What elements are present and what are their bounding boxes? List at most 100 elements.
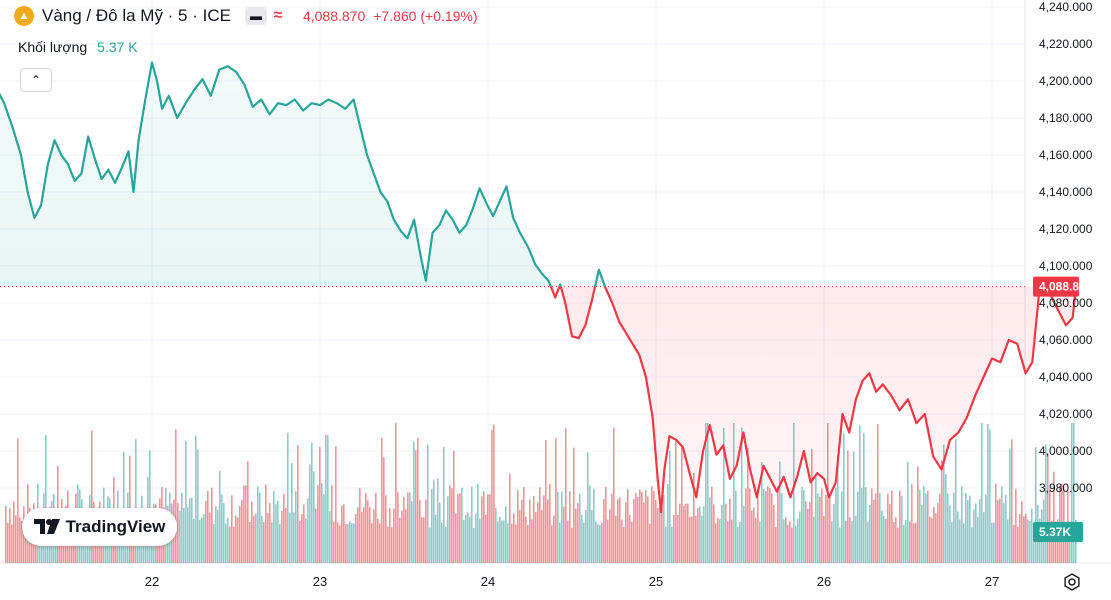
collapse-chevron-up-icon[interactable]: ⌃: [20, 68, 52, 92]
volume-bar: [273, 491, 275, 563]
volume-bar: [285, 508, 287, 563]
volume-bar: [611, 494, 613, 563]
volume-bar: [375, 493, 377, 563]
x-tick-label: 26: [817, 574, 831, 589]
volume-bar: [937, 503, 939, 563]
volume-bar: [203, 514, 205, 563]
volume-bar: [663, 495, 665, 563]
volume-bar: [481, 496, 483, 563]
volume-bar: [179, 510, 181, 563]
volume-bar: [1019, 514, 1021, 563]
volume-bar: [429, 527, 431, 563]
volume-bar: [589, 485, 591, 563]
volume-bar: [507, 523, 509, 563]
volume-bar: [291, 463, 293, 563]
volume-bar: [729, 498, 731, 563]
volume-bar: [379, 523, 381, 563]
minus-icon[interactable]: ▬: [245, 7, 267, 25]
volume-bar: [899, 491, 901, 563]
wave-icon[interactable]: ≈: [269, 7, 287, 25]
volume-bar: [731, 520, 733, 563]
volume-bar: [679, 503, 681, 563]
volume-bar: [635, 493, 637, 563]
volume-bar: [325, 434, 327, 563]
volume-bar: [623, 527, 625, 563]
volume-bar: [603, 499, 605, 563]
volume-bar: [149, 450, 151, 563]
volume-bar: [329, 511, 331, 563]
volume-bar: [301, 514, 303, 563]
volume-bar: [427, 445, 429, 563]
volume-bar: [267, 513, 269, 563]
volume-bar: [9, 508, 11, 563]
volume-bar: [839, 527, 841, 563]
volume-bar: [277, 501, 279, 563]
volume-bar: [817, 493, 819, 563]
volume-bar: [413, 442, 415, 563]
volume-bar: [697, 508, 699, 563]
y-tick-label: 4,080.000: [1039, 296, 1093, 310]
volume-bar: [539, 487, 541, 563]
volume-bar: [881, 511, 883, 563]
volume-bar: [767, 486, 769, 563]
volume-bar: [339, 525, 341, 563]
volume-bar: [785, 517, 787, 563]
volume-bar: [619, 498, 621, 563]
gold-coin-icon: ▲: [14, 6, 34, 26]
volume-bar: [11, 524, 13, 563]
volume-bar: [687, 504, 689, 563]
volume-bar: [895, 517, 897, 563]
volume-bar: [997, 500, 999, 563]
volume-bar: [633, 499, 635, 563]
volume-bar: [685, 504, 687, 563]
volume-bar: [521, 500, 523, 563]
symbol-title[interactable]: Vàng / Đô la Mỹ · 5 · ICE: [42, 6, 231, 26]
volume-bar: [509, 474, 511, 563]
y-tick-label: 4,180.000: [1039, 111, 1093, 125]
volume-bar: [463, 520, 465, 563]
volume-bar: [833, 504, 835, 563]
volume-bar: [847, 450, 849, 563]
volume-bar: [863, 433, 865, 563]
volume-bar: [251, 502, 253, 563]
volume-bar: [1027, 519, 1029, 563]
tradingview-mark-icon: [34, 519, 60, 535]
volume-bar: [281, 511, 283, 563]
volume-bar: [177, 503, 179, 563]
volume-bar: [743, 506, 745, 563]
volume-bar: [939, 494, 941, 563]
settings-gear-icon[interactable]: [1062, 572, 1082, 592]
volume-bar: [545, 440, 547, 563]
volume-bar: [383, 457, 385, 563]
volume-bar: [601, 523, 603, 563]
volume-bar: [637, 497, 639, 563]
volume-bar: [945, 474, 947, 563]
y-tick-label: 4,120.000: [1039, 222, 1093, 236]
volume-bar: [537, 502, 539, 563]
volume-bar: [295, 491, 297, 563]
volume-bar: [853, 452, 855, 563]
volume-bar: [431, 489, 433, 563]
volume-bar: [401, 511, 403, 563]
volume-bar: [261, 516, 263, 563]
volume-bar: [947, 493, 949, 563]
volume-bar: [713, 505, 715, 563]
volume-bar: [367, 500, 369, 563]
volume-bar: [757, 488, 759, 563]
volume-bar: [227, 518, 229, 563]
volume-bar: [541, 510, 543, 563]
volume-value: 5.37 K: [97, 39, 137, 55]
volume-bar: [395, 423, 397, 563]
volume-bar: [989, 429, 991, 563]
volume-bar: [225, 523, 227, 563]
volume-bar: [587, 452, 589, 563]
volume-bar: [739, 522, 741, 563]
volume-bar: [875, 493, 877, 563]
volume-bar: [867, 522, 869, 563]
volume-bar: [615, 516, 617, 563]
volume-bar: [677, 515, 679, 563]
volume-bar: [447, 496, 449, 563]
volume-bar: [7, 523, 9, 563]
volume-bar: [751, 511, 753, 563]
tradingview-logo[interactable]: TradingView: [22, 508, 177, 546]
